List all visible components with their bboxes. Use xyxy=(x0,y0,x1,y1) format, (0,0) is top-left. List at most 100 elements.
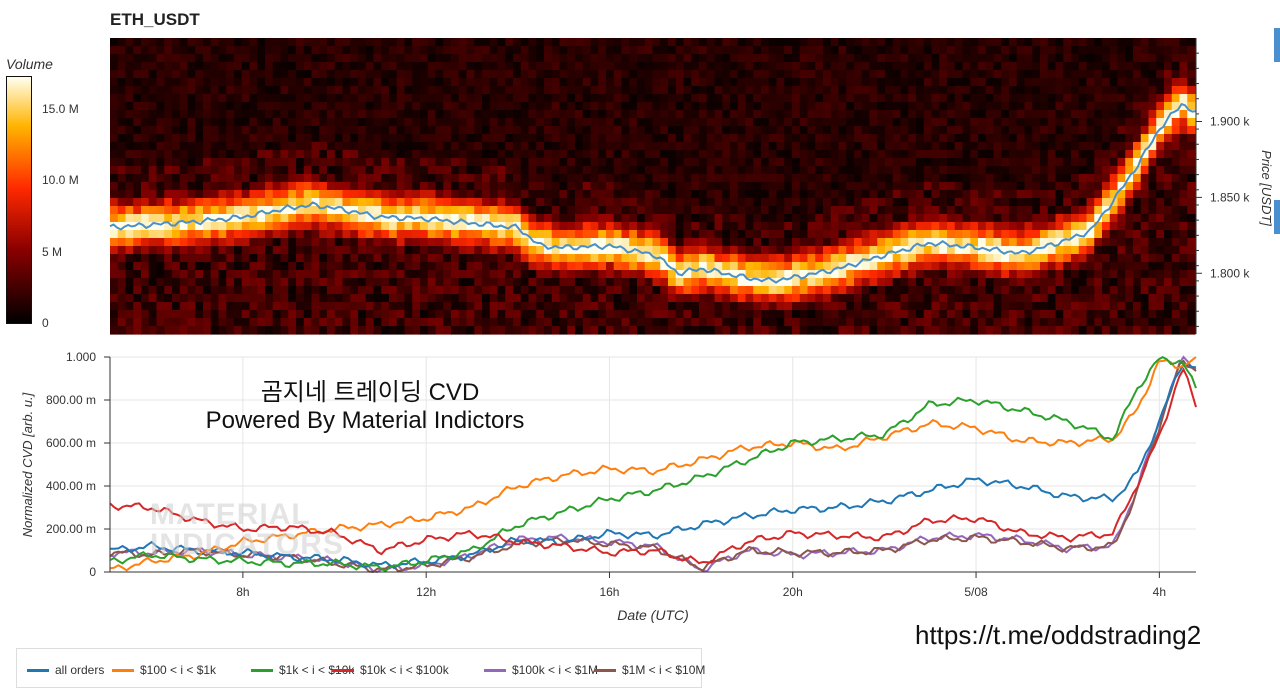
heatmap-cell xyxy=(737,78,747,87)
heatmap-cell xyxy=(1102,166,1111,175)
heatmap-cell xyxy=(303,126,313,135)
heatmap-cell xyxy=(466,150,475,159)
heatmap-cell xyxy=(451,54,460,63)
heatmap-cell xyxy=(753,118,762,127)
heatmap-cell xyxy=(257,78,266,87)
heatmap-cell xyxy=(482,262,491,271)
heatmap-cell xyxy=(637,142,646,151)
heatmap-cell xyxy=(489,118,499,127)
heatmap-cell xyxy=(861,38,871,47)
heatmap-cell xyxy=(970,222,979,231)
heatmap-cell xyxy=(606,118,615,127)
heatmap-cell xyxy=(699,150,708,159)
heatmap-cell xyxy=(1109,174,1119,183)
heatmap-cell xyxy=(590,46,599,55)
heatmap-cell xyxy=(985,78,995,87)
heatmap-cell xyxy=(598,318,607,327)
heatmap-cell xyxy=(365,182,375,191)
heatmap-cell xyxy=(350,198,359,207)
heatmap-cell xyxy=(489,238,499,247)
heatmap-cell xyxy=(1016,118,1026,127)
heatmap-cell xyxy=(513,318,522,327)
heatmap-cell xyxy=(544,94,553,103)
heatmap-cell xyxy=(970,54,979,63)
heatmap-cell xyxy=(978,174,987,183)
heatmap-cell xyxy=(900,174,909,183)
heatmap-cell xyxy=(288,278,297,287)
heatmap-cell xyxy=(683,310,692,319)
heatmap-cell xyxy=(257,54,266,63)
heatmap-cell xyxy=(303,46,313,55)
heatmap-cell xyxy=(210,206,220,215)
heatmap-cell xyxy=(288,54,297,63)
heatmap-cell xyxy=(668,126,677,135)
heatmap-cell xyxy=(838,142,847,151)
heatmap-cell xyxy=(978,326,987,335)
heatmap-cell xyxy=(613,214,623,223)
heatmap-cell xyxy=(784,238,793,247)
heatmap-cell xyxy=(807,222,816,231)
heatmap-cell xyxy=(683,294,692,303)
heatmap-cell xyxy=(458,326,468,335)
heatmap-cell xyxy=(784,318,793,327)
heatmap-cell xyxy=(691,38,700,47)
heatmap-cell xyxy=(892,118,902,127)
heatmap-cell xyxy=(110,294,119,303)
heatmap-cell xyxy=(637,294,646,303)
heatmap-cell xyxy=(1071,326,1080,335)
heatmap-cell xyxy=(590,158,599,167)
heatmap-cell xyxy=(815,302,824,311)
heatmap-cell xyxy=(1109,246,1119,255)
heatmap-cell xyxy=(505,246,514,255)
heatmap-cell xyxy=(489,198,499,207)
heatmap-cell xyxy=(497,150,506,159)
heatmap-cell xyxy=(427,134,437,143)
heatmap-cell xyxy=(575,318,584,327)
heatmap-cell xyxy=(993,166,1002,175)
heatmap-cell xyxy=(761,286,770,295)
heatmap-cell xyxy=(784,54,793,63)
heatmap-cell xyxy=(861,134,871,143)
heatmap-cell xyxy=(1063,222,1072,231)
heatmap-cell xyxy=(768,78,778,87)
heatmap-cell xyxy=(489,182,499,191)
heatmap-cell xyxy=(296,190,305,199)
heatmap-cell xyxy=(520,182,530,191)
heatmap-cell xyxy=(745,318,754,327)
heatmap-cell xyxy=(644,270,654,279)
heatmap-cell xyxy=(807,326,816,335)
heatmap-cell xyxy=(567,318,576,327)
heatmap-cell xyxy=(148,246,158,255)
heatmap-cell xyxy=(396,102,406,111)
heatmap-cell xyxy=(590,182,599,191)
heatmap-cell xyxy=(365,86,375,95)
heatmap-cell xyxy=(1133,134,1142,143)
heatmap-cell xyxy=(745,142,754,151)
heatmap-cell xyxy=(784,206,793,215)
heatmap-cell xyxy=(1125,230,1134,239)
heatmap-cell xyxy=(985,126,995,135)
heatmap-cell xyxy=(311,54,320,63)
heatmap-cell xyxy=(381,214,390,223)
heatmap-cell xyxy=(412,278,421,287)
heatmap-cell xyxy=(559,262,568,271)
heatmap-cell xyxy=(908,294,917,303)
side-tab[interactable] xyxy=(1274,28,1280,62)
heatmap-cell xyxy=(1109,278,1119,287)
heatmap-cell xyxy=(303,302,313,311)
heatmap-cell xyxy=(148,174,158,183)
heatmap-cell xyxy=(520,174,530,183)
heatmap-cell xyxy=(1086,102,1095,111)
heatmap-cell xyxy=(1009,214,1018,223)
heatmap-cell xyxy=(412,318,421,327)
heatmap-cell xyxy=(241,190,251,199)
heatmap-cell xyxy=(699,254,708,263)
colorbar-tick: 0 xyxy=(42,316,49,330)
heatmap-cell xyxy=(381,142,390,151)
heatmap-cell xyxy=(187,78,196,87)
side-tab[interactable] xyxy=(1274,200,1280,234)
heatmap-cell xyxy=(551,158,561,167)
heatmap-cell xyxy=(575,214,584,223)
heatmap-cell xyxy=(210,294,220,303)
heatmap-cell xyxy=(706,214,716,223)
